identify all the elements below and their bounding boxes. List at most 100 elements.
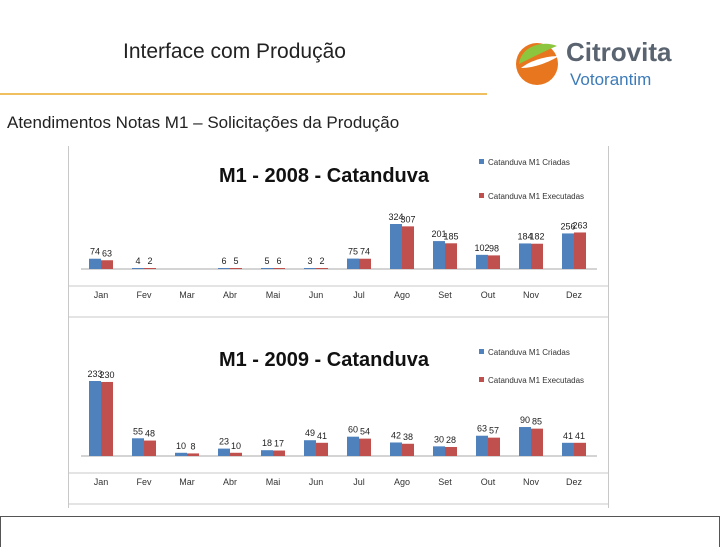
x-tick-label: Mar — [179, 477, 195, 487]
data-label: 230 — [99, 370, 114, 380]
bar — [531, 243, 543, 269]
bar — [304, 440, 316, 456]
x-tick-label: Nov — [523, 290, 540, 300]
data-label: 10 — [231, 441, 241, 451]
x-tick-label: Set — [438, 290, 452, 300]
charts-svg: M1 - 2008 - Catanduva Catanduva M1 Criada… — [69, 158, 608, 505]
bar — [144, 268, 156, 269]
x-tick-label: Set — [438, 477, 452, 487]
data-label: 30 — [434, 434, 444, 444]
bar — [519, 427, 531, 456]
data-label: 54 — [360, 427, 370, 437]
bar — [476, 254, 488, 269]
x-tick-label: Mar — [179, 290, 195, 300]
bar — [402, 226, 414, 269]
bar — [230, 268, 242, 269]
bar — [261, 268, 273, 269]
x-tick-label: Ago — [394, 290, 410, 300]
bar — [273, 268, 285, 269]
bar — [218, 448, 230, 456]
bar — [101, 260, 113, 269]
x-tick-label: Dez — [566, 477, 583, 487]
data-label: 18 — [262, 438, 272, 448]
data-label: 263 — [572, 220, 587, 230]
x-tick-label: Mai — [266, 477, 281, 487]
bar — [359, 438, 371, 456]
x-tick-label: Nov — [523, 477, 540, 487]
footer-box — [0, 516, 720, 547]
citrovita-logo: Citrovita Votorantim — [516, 37, 672, 89]
bar — [316, 268, 328, 269]
legend-entry: Catanduva M1 Executadas — [488, 192, 584, 201]
bar — [476, 435, 488, 456]
bar — [433, 446, 445, 456]
x-tick-label: Jan — [94, 290, 109, 300]
data-label: 102 — [474, 243, 489, 253]
data-label: 2 — [147, 256, 152, 266]
x-tick-label: Jan — [94, 477, 109, 487]
bar — [488, 255, 500, 269]
data-label: 74 — [360, 247, 370, 257]
data-label: 90 — [520, 415, 530, 425]
data-label: 2 — [319, 256, 324, 266]
data-label: 98 — [489, 243, 499, 253]
bar — [89, 381, 101, 456]
title-divider — [0, 93, 487, 95]
bar — [359, 258, 371, 269]
legend-swatch — [479, 193, 484, 198]
data-label: 75 — [348, 247, 358, 257]
data-label: 4 — [135, 256, 140, 266]
x-tick-label: Ago — [394, 477, 410, 487]
legend-entry: Catanduva M1 Criadas — [488, 158, 570, 167]
bar — [574, 442, 586, 456]
bar — [218, 268, 230, 269]
bar — [132, 268, 144, 269]
data-label: 324 — [388, 212, 403, 222]
data-label: 38 — [403, 432, 413, 442]
bar — [101, 381, 113, 456]
legend-swatch — [479, 349, 484, 354]
data-label: 41 — [317, 431, 327, 441]
x-tick-label: Jul — [353, 290, 365, 300]
x-tick-label: Jul — [353, 477, 365, 487]
data-label: 6 — [276, 256, 281, 266]
data-label: 60 — [348, 425, 358, 435]
data-label: 55 — [133, 426, 143, 436]
bar — [316, 442, 328, 456]
bar — [402, 443, 414, 456]
bar — [304, 268, 316, 269]
x-tick-label: Dez — [566, 290, 583, 300]
x-tick-label: Jun — [309, 477, 324, 487]
data-label: 63 — [102, 248, 112, 258]
x-tick-label: Abr — [223, 477, 237, 487]
logo-white-swoosh — [521, 56, 559, 68]
data-label: 49 — [305, 428, 315, 438]
bar — [144, 440, 156, 456]
chart-title: M1 - 2009 - Catanduva — [219, 349, 430, 371]
bar — [230, 452, 242, 456]
data-label: 256 — [560, 221, 575, 231]
data-label: 17 — [274, 439, 284, 449]
data-label: 23 — [219, 437, 229, 447]
data-label: 5 — [233, 256, 238, 266]
logo-green-leaf — [519, 43, 557, 64]
bar — [433, 241, 445, 269]
x-tick-label: Out — [481, 477, 496, 487]
data-label: 8 — [190, 441, 195, 451]
data-label: 10 — [176, 441, 186, 451]
data-label: 307 — [400, 214, 415, 224]
x-tick-label: Abr — [223, 290, 237, 300]
x-tick-label: Fev — [136, 477, 152, 487]
data-label: 185 — [443, 231, 458, 241]
bar — [347, 436, 359, 456]
legend-entry: Catanduva M1 Executadas — [488, 376, 584, 385]
data-label: 5 — [264, 256, 269, 266]
slide-subtitle: Atendimentos Notas M1 – Solicitações da … — [7, 113, 400, 132]
slide-title: Interface com Produção — [123, 40, 346, 63]
chart-title: M1 - 2008 - Catanduva — [219, 165, 430, 187]
x-tick-label: Fev — [136, 290, 152, 300]
bar — [574, 232, 586, 269]
data-label: 74 — [90, 247, 100, 257]
charts-panel: M1 - 2008 - Catanduva Catanduva M1 Criada… — [68, 146, 609, 508]
data-label: 42 — [391, 430, 401, 440]
